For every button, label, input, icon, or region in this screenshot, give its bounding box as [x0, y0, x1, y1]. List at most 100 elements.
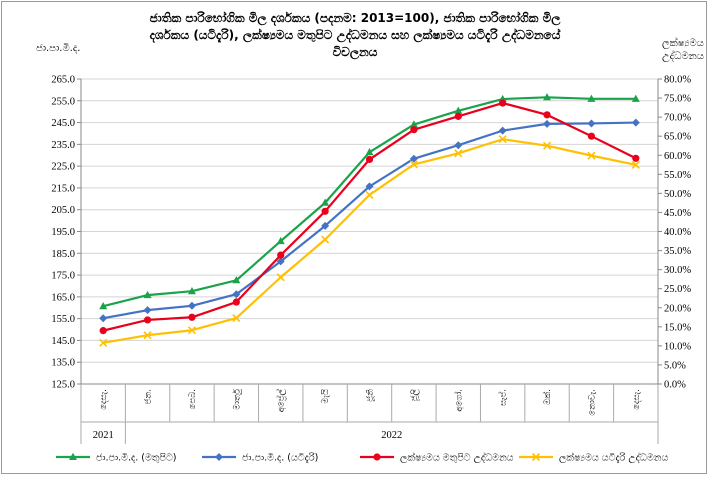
data-point-circle — [454, 112, 462, 120]
x-category-label: ජන. — [144, 389, 154, 404]
series-2 — [99, 118, 640, 323]
data-point-diamond — [187, 301, 196, 310]
data-point-diamond — [276, 257, 285, 266]
data-point-x — [454, 149, 463, 158]
x-stroke — [232, 313, 241, 323]
data-point-x — [542, 141, 552, 150]
y-right-tick-label: 45.0% — [664, 208, 691, 219]
data-point-triangle — [276, 236, 285, 245]
legend-item: ජා.පා.මි.ද. (මතුපිට) — [56, 453, 176, 464]
x-stroke — [454, 149, 463, 158]
chart-title-line: විචලනය — [333, 45, 378, 61]
legend: ජා.පා.මි.ද. (මතුපිට) ජා.පා.මි.ද. (යටිදැරි… — [56, 450, 668, 464]
year-label: 2021 — [93, 430, 114, 441]
y-right-tick-label: 15.0% — [664, 322, 691, 333]
x-category-label: ජූනි — [365, 389, 376, 402]
data-point-circle — [365, 155, 374, 164]
chart-title: ජාතික පාරිභෝගික මිල දර්ශකය (පදනම: 2013=1… — [150, 10, 562, 61]
y-left-tick-label: 155.0 — [51, 314, 75, 325]
series-4 — [99, 135, 640, 347]
x-category-label: මාර්තු — [231, 388, 242, 410]
data-point-diamond — [365, 182, 374, 191]
y-right-tick-label: 55.0% — [664, 170, 691, 181]
series-3 — [99, 99, 640, 335]
x-stroke — [587, 151, 596, 160]
x-category-label: සැප්. — [498, 389, 509, 406]
data-point-diamond — [631, 118, 640, 127]
y-right-tick-label: 35.0% — [664, 246, 691, 257]
data-point-triangle — [232, 276, 241, 284]
y-left-tick-label: 245.0 — [51, 118, 75, 129]
chart-title-line: දර්ශකය (යටිදැරි), ලක්ෂ්‍යමය මතුපිට උද්ධම… — [150, 27, 562, 44]
data-point-triangle — [187, 286, 196, 295]
y-right-tick-label: 65.0% — [664, 132, 691, 143]
x-stroke — [143, 331, 152, 340]
x-category-label: අප්‍රේල් — [276, 388, 287, 412]
series-line — [103, 138, 637, 344]
data-point-x — [99, 338, 108, 347]
data-point-triangle — [143, 290, 152, 299]
data-point-diamond — [454, 141, 463, 150]
data-point-diamond — [543, 119, 552, 128]
y-left-tick-label: 175.0 — [51, 271, 75, 282]
data-point-x — [498, 135, 507, 144]
data-point-x — [232, 313, 241, 323]
legend-label: ලක්ෂ්‍යමය මතුපිට උද්ධමනය — [400, 450, 514, 463]
series-1 — [99, 93, 640, 310]
data-point-circle — [232, 298, 240, 306]
data-point-circle — [587, 132, 596, 140]
data-point-circle — [632, 154, 640, 162]
data-point-triangle — [99, 302, 108, 310]
year-label: 2022 — [381, 430, 402, 441]
y-axis-right-ticks: 0.0% 5.0% 10.0% 15.0% 20.0% 25.0% 30.0% 35.0% 40… — [658, 75, 691, 391]
data-point-circle — [143, 316, 152, 324]
y-right-tick-label: 50.0% — [664, 189, 691, 200]
y-right-tick-label: 10.0% — [664, 341, 691, 352]
y-right-tick-label: 80.0% — [664, 75, 691, 86]
data-point-diamond — [215, 453, 223, 461]
y-right-tick-label: 60.0% — [664, 151, 691, 162]
legend-label: ජා.පා.මි.ද. (යටිදැරි) — [242, 452, 318, 464]
y-axis-right-label-line: උද්ධමනය — [662, 49, 704, 62]
y-left-tick-label: 145.0 — [51, 336, 75, 347]
y-left-tick-label: 255.0 — [51, 96, 75, 107]
y-right-tick-label: 20.0% — [664, 303, 691, 314]
series-lines — [99, 93, 640, 347]
y-left-tick-label: 135.0 — [51, 358, 75, 369]
x-category-label: මැයි — [320, 388, 331, 403]
y-left-tick-label: 225.0 — [51, 162, 75, 173]
data-point-diamond — [99, 314, 108, 323]
data-point-triangle — [69, 452, 77, 460]
x-stroke — [531, 452, 541, 462]
x-stroke — [187, 326, 197, 335]
data-point-triangle — [454, 106, 463, 114]
x-stroke — [631, 160, 640, 169]
data-point-x — [321, 235, 330, 244]
data-point-circle — [499, 99, 507, 107]
y-axis-right-label-line: ලක්ෂ්‍යමය — [662, 36, 704, 49]
data-point-diamond — [321, 221, 330, 230]
data-point-x — [631, 160, 640, 169]
x-stroke — [365, 190, 374, 199]
data-point-circle — [543, 111, 551, 119]
data-point-x — [409, 160, 418, 169]
y-left-tick-label: 195.0 — [51, 227, 75, 238]
y-left-tick-label: 125.0 — [51, 380, 75, 391]
x-stroke — [542, 141, 552, 150]
y-left-tick-label: 235.0 — [51, 140, 75, 151]
x-category-label: දෙසැ. — [99, 389, 109, 410]
gridlines — [81, 78, 658, 385]
y-right-tick-label: 25.0% — [664, 284, 691, 295]
data-point-x — [276, 273, 285, 282]
y-left-tick-label: 185.0 — [51, 249, 75, 260]
x-stroke — [409, 160, 418, 169]
data-point-circle — [410, 126, 418, 134]
data-point-circle — [99, 327, 107, 335]
data-point-x — [365, 190, 374, 199]
x-category-label: දෙසැ. — [632, 389, 642, 410]
data-point-diamond — [409, 154, 418, 163]
x-category-label: අගෝ. — [453, 389, 464, 412]
data-point-triangle — [321, 198, 330, 206]
